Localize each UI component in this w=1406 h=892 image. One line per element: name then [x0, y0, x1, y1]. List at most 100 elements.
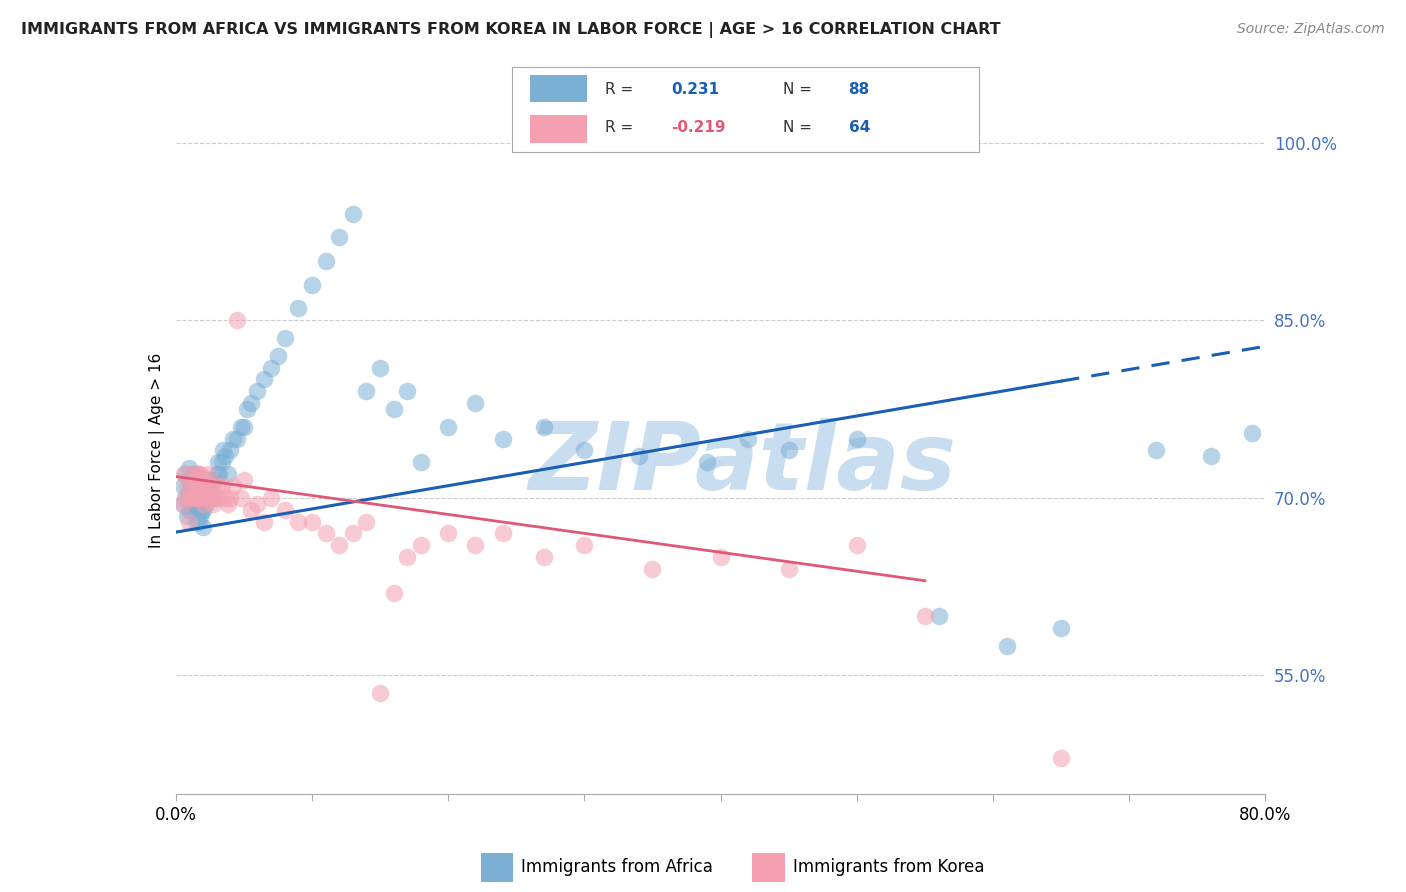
Point — [191, 497, 214, 511]
Point — [492, 526, 515, 541]
Point — [188, 491, 211, 505]
Point — [198, 491, 221, 505]
Point — [778, 443, 800, 458]
Point — [737, 432, 759, 446]
Text: 0.231: 0.231 — [671, 82, 718, 97]
Point — [186, 467, 208, 482]
Bar — [481, 854, 513, 881]
Point — [184, 479, 207, 493]
Point — [217, 497, 239, 511]
Point — [995, 639, 1018, 653]
Point — [231, 419, 253, 434]
Point — [183, 491, 205, 505]
Point — [198, 473, 221, 487]
Point — [239, 502, 262, 516]
Point — [382, 402, 405, 417]
Point — [328, 230, 350, 244]
Point — [172, 497, 194, 511]
Point — [464, 538, 486, 552]
Point — [226, 432, 249, 446]
Text: ZIPatlas: ZIPatlas — [529, 418, 956, 510]
Point — [627, 450, 650, 464]
Point — [219, 443, 242, 458]
Point — [193, 491, 215, 505]
Point — [188, 467, 211, 482]
Point — [195, 491, 218, 505]
Point — [267, 349, 290, 363]
Point — [914, 609, 936, 624]
Point — [368, 360, 391, 375]
Text: N =: N = — [783, 82, 817, 97]
Text: 88: 88 — [849, 82, 870, 97]
Point — [222, 479, 245, 493]
Point — [315, 526, 337, 541]
Point — [191, 520, 214, 534]
Point — [187, 515, 209, 529]
Point — [260, 491, 283, 505]
Point — [211, 455, 233, 469]
Point — [437, 419, 460, 434]
Point — [172, 479, 194, 493]
Point — [187, 497, 209, 511]
Point — [186, 467, 209, 482]
Point — [356, 384, 378, 399]
Point — [193, 473, 215, 487]
Point — [187, 479, 209, 493]
Point — [226, 313, 249, 327]
Point — [301, 277, 323, 292]
Point — [356, 515, 378, 529]
Point — [194, 479, 217, 493]
Point — [195, 479, 218, 493]
Point — [845, 432, 868, 446]
Point — [188, 508, 211, 523]
Point — [274, 502, 297, 516]
Point — [202, 491, 225, 505]
Point — [409, 538, 432, 552]
Point — [492, 432, 515, 446]
Point — [212, 443, 235, 458]
Point — [172, 497, 194, 511]
Point — [191, 484, 214, 499]
Point — [1144, 443, 1167, 458]
Text: R =: R = — [606, 120, 638, 136]
Point — [179, 484, 201, 499]
Point — [181, 479, 204, 493]
Point — [287, 515, 309, 529]
Point — [328, 538, 350, 552]
Point — [574, 443, 596, 458]
Point — [232, 473, 254, 487]
Text: -0.219: -0.219 — [671, 120, 725, 136]
Point — [205, 479, 228, 493]
Point — [181, 484, 204, 499]
Point — [232, 419, 254, 434]
Point — [1199, 450, 1222, 464]
Point — [342, 526, 364, 541]
Point — [191, 502, 214, 516]
Text: R =: R = — [606, 82, 638, 97]
Point — [368, 686, 391, 700]
Point — [396, 549, 419, 564]
Point — [222, 432, 245, 446]
Point — [235, 402, 257, 417]
Point — [246, 497, 269, 511]
Point — [217, 467, 239, 482]
Text: Immigrants from Africa: Immigrants from Africa — [522, 858, 713, 877]
Point — [174, 491, 197, 505]
Point — [201, 497, 224, 511]
Point — [186, 491, 209, 505]
Point — [1240, 425, 1263, 440]
Point — [696, 455, 718, 469]
Point — [181, 467, 204, 482]
Point — [197, 473, 219, 487]
Point — [574, 538, 596, 552]
Point — [174, 491, 197, 505]
Point — [641, 562, 664, 576]
Point — [180, 491, 202, 505]
Point — [845, 538, 868, 552]
Point — [190, 502, 212, 516]
Point — [437, 526, 460, 541]
Point — [211, 479, 233, 493]
Point — [186, 479, 208, 493]
Text: Immigrants from Korea: Immigrants from Korea — [793, 858, 984, 877]
Point — [409, 455, 432, 469]
